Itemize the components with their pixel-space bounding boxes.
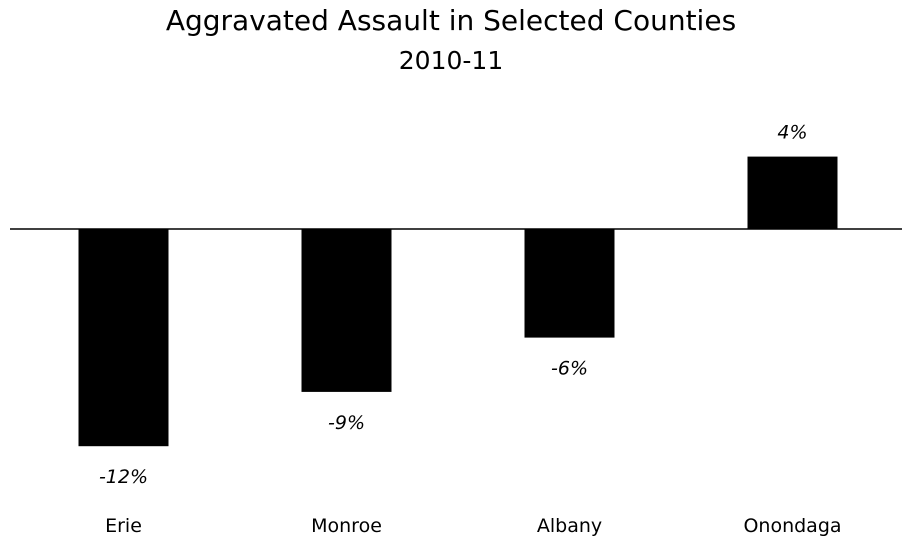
bar-monroe (301, 229, 392, 392)
data-labels-group: -12% -9% -6% 4% (99, 122, 808, 489)
data-label-albany: -6% (551, 358, 588, 380)
bar-erie (78, 229, 169, 447)
x-tick-label-onondaga: Onondaga (743, 515, 841, 537)
bar-albany (524, 229, 615, 338)
chart-title: Aggravated Assault in Selected Counties (165, 4, 737, 37)
x-tick-label-monroe: Monroe (311, 515, 382, 537)
data-label-erie: -12% (99, 466, 148, 488)
bar-onondaga (747, 156, 838, 229)
x-tick-label-erie: Erie (105, 515, 142, 537)
x-tick-labels-group: Erie Monroe Albany Onondaga (105, 515, 841, 537)
data-label-onondaga: 4% (777, 122, 807, 144)
x-tick-label-albany: Albany (537, 515, 602, 537)
data-label-monroe: -9% (328, 412, 365, 434)
chart-subtitle: 2010-11 (398, 46, 504, 75)
bars-group (78, 156, 838, 447)
